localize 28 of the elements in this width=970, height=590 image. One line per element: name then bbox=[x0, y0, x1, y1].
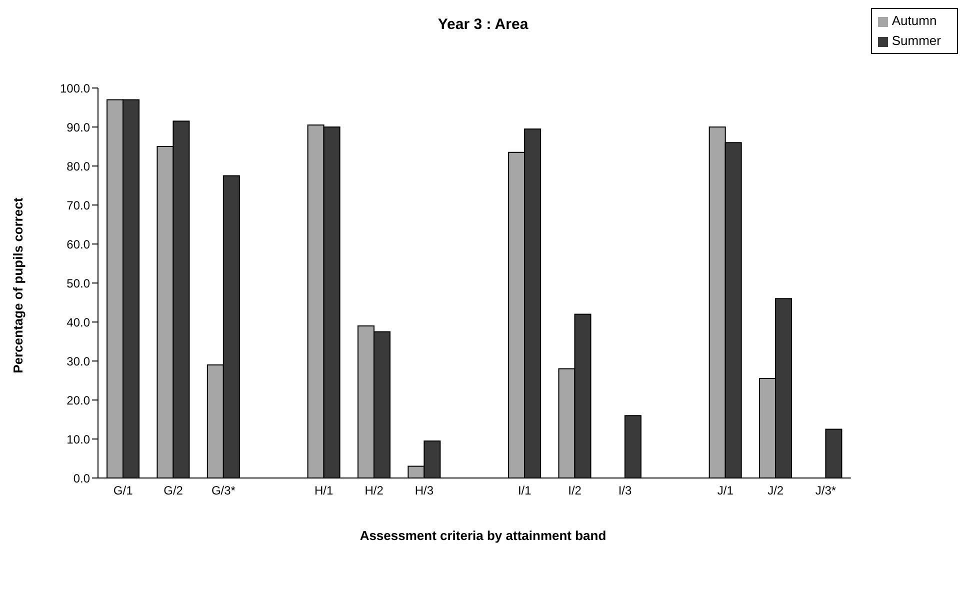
legend-label: Autumn bbox=[892, 13, 937, 28]
chart-title: Year 3 : Area bbox=[438, 16, 528, 33]
x-tick-label: J/3* bbox=[815, 484, 836, 498]
y-tick-label: 80.0 bbox=[66, 159, 90, 174]
x-tick-label: I/3 bbox=[618, 484, 632, 498]
y-tick-label: 100.0 bbox=[60, 81, 90, 96]
y-tick-label: 90.0 bbox=[66, 120, 90, 134]
y-tick-label: 0.0 bbox=[73, 471, 90, 486]
y-tick-label: 50.0 bbox=[66, 276, 90, 290]
x-tick-label: G/3* bbox=[211, 484, 236, 498]
x-tick-label: J/2 bbox=[768, 484, 784, 498]
x-axis-title: Assessment criteria by attainment band bbox=[358, 528, 608, 543]
y-tick-label: 60.0 bbox=[66, 237, 90, 252]
x-tick-label: G/1 bbox=[113, 484, 134, 498]
y-tick-label: 40.0 bbox=[66, 315, 90, 330]
legend-label: Summer bbox=[892, 33, 941, 48]
x-tick-label: I/2 bbox=[568, 484, 582, 498]
y-tick-label: 20.0 bbox=[66, 393, 90, 408]
x-tick-label: H/3 bbox=[414, 484, 434, 498]
x-tick-label: G/2 bbox=[164, 484, 184, 498]
y-axis-title: Percentage of pupils correct bbox=[10, 196, 26, 376]
y-tick-label: 70.0 bbox=[66, 198, 90, 212]
x-tick-label: J/1 bbox=[717, 484, 734, 498]
x-tick-label: H/1 bbox=[314, 484, 334, 498]
x-tick-label: H/2 bbox=[364, 484, 384, 498]
y-tick-label: 10.0 bbox=[66, 432, 90, 446]
y-tick-label: 30.0 bbox=[66, 354, 90, 368]
x-tick-label: I/1 bbox=[518, 484, 532, 498]
